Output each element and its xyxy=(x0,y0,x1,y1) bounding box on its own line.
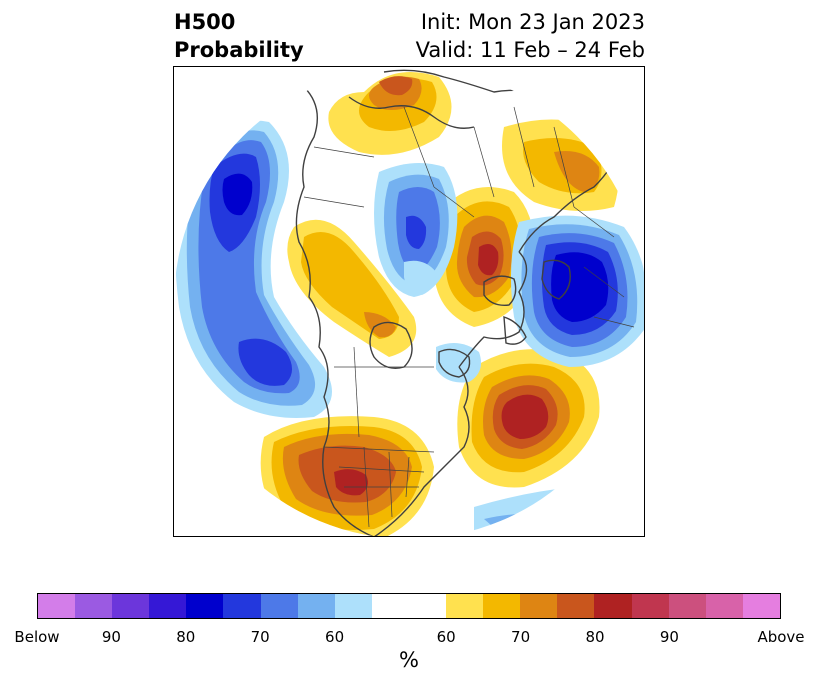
anomaly-scandinavia xyxy=(510,215,644,367)
forecast-dates: Init: Mon 23 Jan 2023 Valid: 11 Feb – 24… xyxy=(416,8,645,64)
colorbar-segment xyxy=(705,594,743,618)
anomaly-eastern-siberia xyxy=(374,163,458,297)
colorbar-segment xyxy=(594,594,632,618)
colorbar-segment xyxy=(260,594,298,618)
colorbar-segment xyxy=(38,594,76,618)
colorbar-segment xyxy=(742,594,780,618)
title-line-1: H500 xyxy=(174,10,236,34)
colorbar-tick-label: Below xyxy=(14,628,60,646)
anomaly-north-atlantic xyxy=(457,349,600,488)
colorbar-unit-label: % xyxy=(399,648,419,672)
colorbar-segment xyxy=(520,594,558,618)
colorbar-tick-label: 60 xyxy=(325,628,345,646)
colorbar-segment xyxy=(631,594,669,618)
colorbar-segment xyxy=(483,594,521,618)
probability-map xyxy=(174,67,644,536)
map-disk xyxy=(174,67,644,536)
valid-date: Valid: 11 Feb – 24 Feb xyxy=(415,38,645,62)
colorbar-segment xyxy=(75,594,113,618)
colorbar-segment xyxy=(186,594,224,618)
map-panel xyxy=(173,66,645,537)
colorbar-tick-label: 80 xyxy=(176,628,196,646)
colorbar xyxy=(37,593,781,619)
colorbar-tick-label: 70 xyxy=(511,628,531,646)
colorbar-tick-label: Above xyxy=(757,628,805,646)
anomaly-western-russia xyxy=(433,187,535,327)
anomaly-central-asia xyxy=(502,119,619,211)
colorbar-segment xyxy=(149,594,187,618)
political-borders xyxy=(303,106,635,528)
colorbar-segment xyxy=(297,594,335,618)
colorbar-tick-label: 60 xyxy=(436,628,456,646)
colorbar-segment xyxy=(408,594,447,618)
colorbar-tick-label: 70 xyxy=(250,628,270,646)
anomaly-east-asia xyxy=(328,72,452,155)
colorbar-segment xyxy=(668,594,706,618)
colorbar-segment xyxy=(557,594,595,618)
colorbar-segment xyxy=(334,594,372,618)
anomaly-north-pacific-west xyxy=(175,120,332,418)
colorbar-tick-label: 90 xyxy=(101,628,121,646)
colorbar-segment xyxy=(371,594,409,618)
chart-title: H500 Probability xyxy=(174,8,304,64)
colorbar-segment xyxy=(446,594,484,618)
title-line-2: Probability xyxy=(174,38,304,62)
colorbar-tick-label: 80 xyxy=(585,628,605,646)
colorbar-segment xyxy=(223,594,261,618)
colorbar-segment xyxy=(112,594,150,618)
colorbar-tick-label: 90 xyxy=(659,628,679,646)
anomaly-sw-united-states xyxy=(260,416,434,536)
init-date: Init: Mon 23 Jan 2023 xyxy=(420,10,645,34)
